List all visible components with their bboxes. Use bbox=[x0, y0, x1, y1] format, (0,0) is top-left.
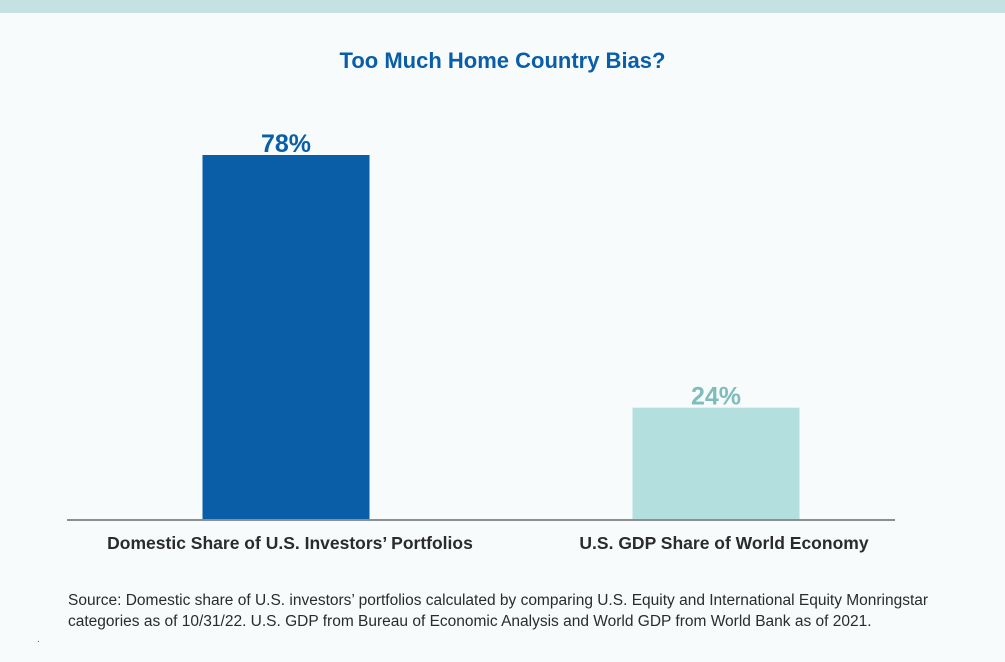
source-note: Source: Domestic share of U.S. investors… bbox=[68, 592, 929, 630]
footnote-mark: . bbox=[37, 634, 40, 645]
category-label-2: U.S. GDP Share of World Economy bbox=[579, 533, 868, 553]
bars-group bbox=[202, 155, 800, 520]
top-band bbox=[0, 0, 1005, 13]
labels-group: 78% Domestic Share of U.S. Investors’ Por… bbox=[107, 130, 869, 553]
bar-2 bbox=[632, 407, 800, 520]
value-label-1: 78% bbox=[261, 130, 311, 158]
value-label-2: 24% bbox=[691, 383, 741, 411]
bar-chart: 78% Domestic Share of U.S. Investors’ Por… bbox=[67, 130, 895, 553]
chart-title: Too Much Home Country Bias? bbox=[339, 48, 666, 73]
bar-1 bbox=[202, 155, 370, 520]
category-label-1: Domestic Share of U.S. Investors’ Portfo… bbox=[107, 533, 473, 553]
